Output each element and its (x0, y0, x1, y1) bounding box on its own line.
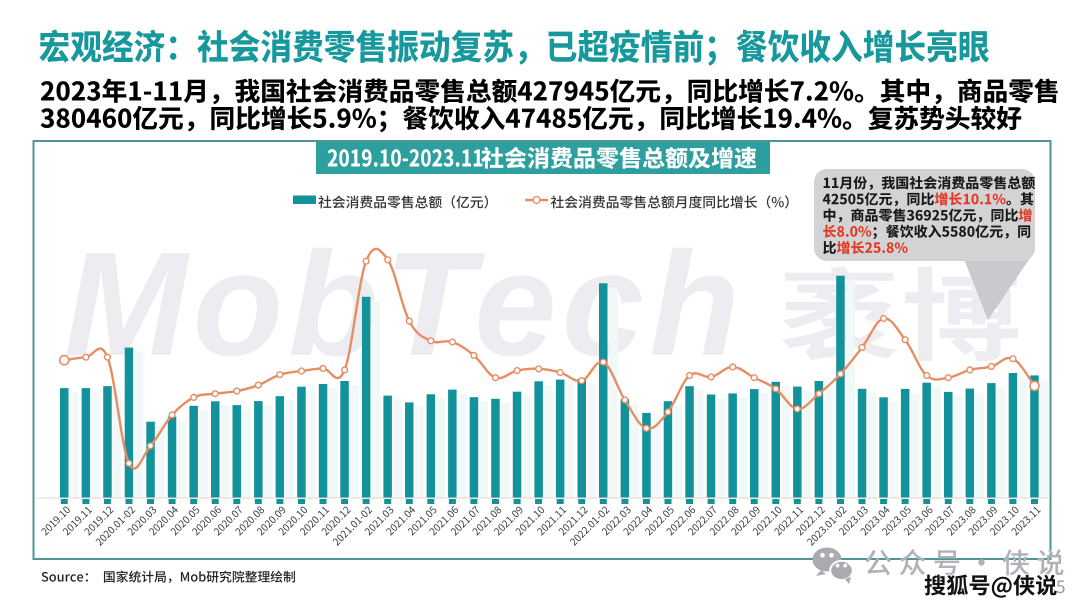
svg-text:MobTech: MobTech (64, 222, 745, 387)
